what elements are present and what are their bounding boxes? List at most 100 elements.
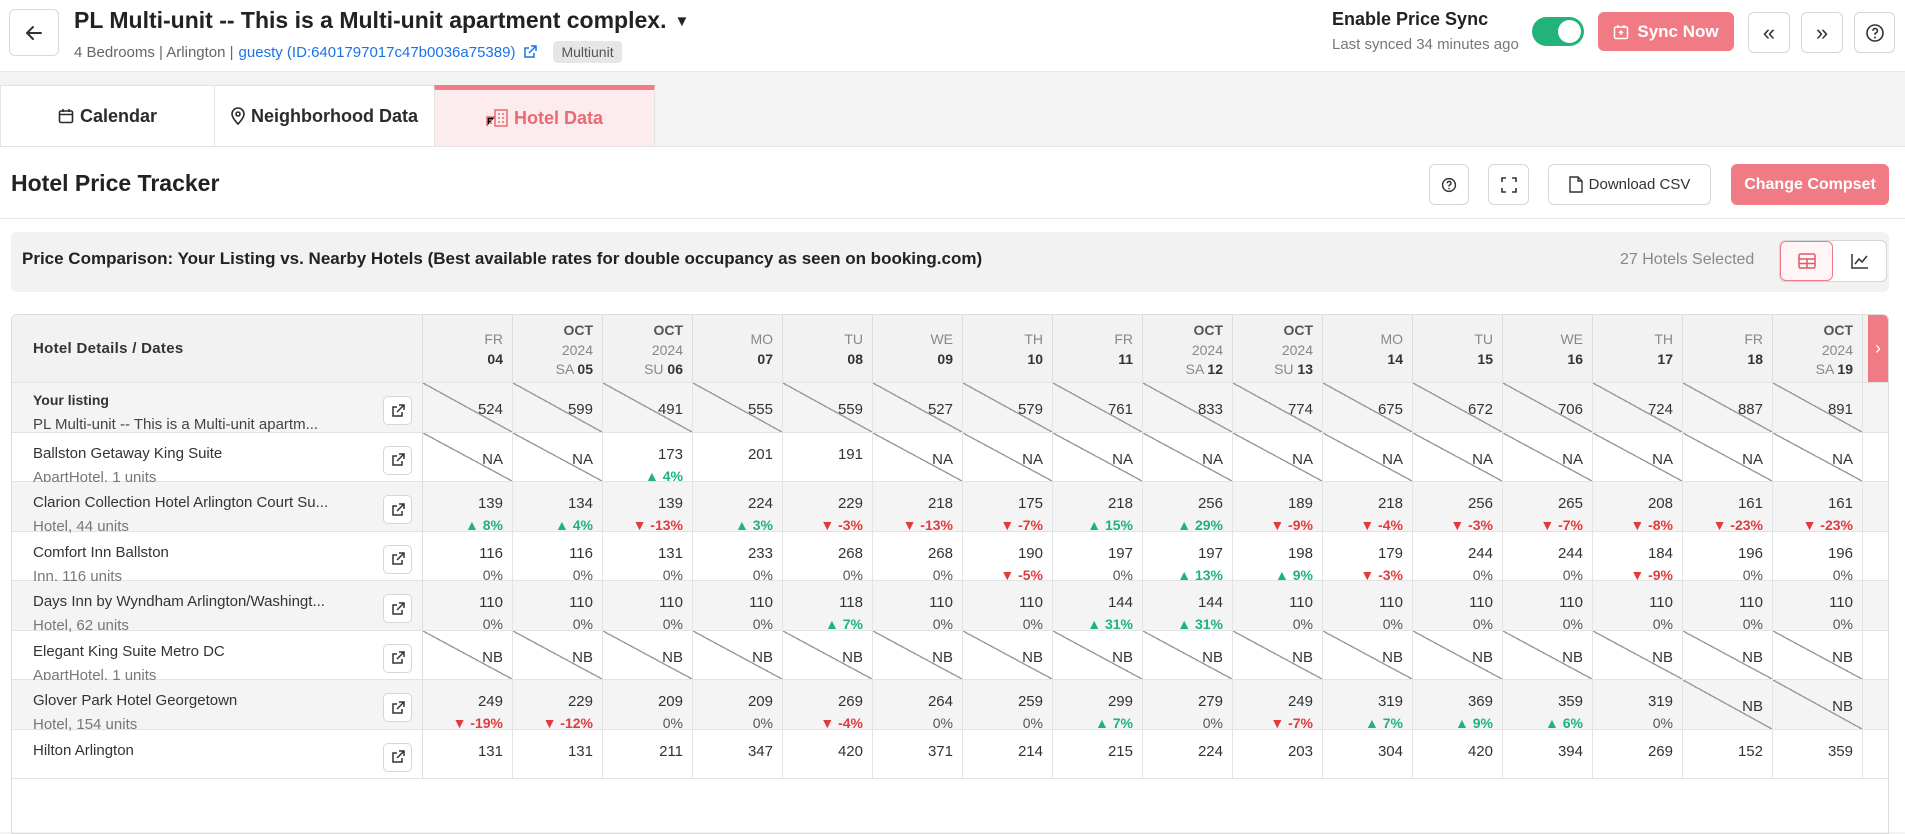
- price-value: 672: [1467, 401, 1493, 418]
- price-change: ▼ -12%: [542, 715, 593, 731]
- price-value: 161: [1827, 495, 1853, 512]
- price-cell: 264 0%: [873, 680, 963, 731]
- price-cell: 110 0%: [963, 581, 1053, 632]
- price-cell: NA: [873, 432, 963, 481]
- date-dow: FR: [1744, 331, 1763, 347]
- price-value: 209: [747, 693, 773, 710]
- price-value: 110: [1559, 594, 1583, 611]
- price-change: 0%: [1562, 566, 1583, 583]
- price-change: 0%: [1202, 715, 1223, 731]
- open-external-button[interactable]: [383, 495, 412, 524]
- price-value: NA: [1742, 450, 1763, 468]
- price-change: 0%: [572, 566, 593, 583]
- price-value: 524: [477, 401, 503, 418]
- price-cell: 319 ▲ 7%: [1323, 680, 1413, 731]
- price-value: 190: [1017, 544, 1043, 562]
- change-compset-button[interactable]: Change Compset: [1731, 164, 1889, 205]
- tab-hotel-data[interactable]: Hotel Data: [434, 85, 655, 147]
- price-value: 347: [747, 742, 773, 760]
- toggle-knob: [1558, 20, 1581, 43]
- price-cell: NB: [603, 630, 693, 679]
- price-sync-label: Enable Price Sync: [1332, 9, 1489, 29]
- price-cell: NB: [1593, 630, 1683, 679]
- price-cell: NB: [873, 630, 963, 679]
- price-value: NA: [1562, 450, 1583, 468]
- listing-meta: 4 Bedrooms | Arlington | guesty (ID:6401…: [74, 41, 622, 63]
- open-external-button[interactable]: [383, 594, 412, 623]
- date-header-cell: OCT 2024 SA 12: [1143, 315, 1233, 382]
- price-cell: NB: [693, 630, 783, 679]
- price-cell: 599: [513, 383, 603, 432]
- open-external-button[interactable]: [383, 742, 412, 772]
- price-value: NB: [1382, 648, 1403, 666]
- tab-neighborhood-data[interactable]: Neighborhood Data: [214, 85, 435, 147]
- price-change: ▲ 3%: [735, 517, 773, 533]
- hotel-name: Your listing: [33, 392, 109, 408]
- price-value: 110: [1019, 594, 1043, 611]
- csv-file-icon: [1568, 176, 1583, 193]
- scroll-right-button[interactable]: ›: [1868, 315, 1888, 382]
- tab-calendar[interactable]: Calendar: [0, 85, 215, 147]
- listing-title-dropdown[interactable]: PL Multi-unit -- This is a Multi-unit ap…: [74, 7, 689, 34]
- open-external-button[interactable]: [383, 544, 412, 574]
- date-dow: TH: [1024, 331, 1043, 347]
- price-cell: 215: [1053, 729, 1143, 778]
- date-day: 16: [1567, 351, 1583, 367]
- price-value: 218: [1377, 495, 1403, 512]
- price-cell: 319 0%: [1593, 680, 1683, 731]
- price-cell: 179 ▼ -3%: [1323, 531, 1413, 583]
- price-change: ▲ 4%: [645, 467, 683, 484]
- external-link-icon: [391, 700, 405, 714]
- price-change: 0%: [1742, 616, 1763, 632]
- info-button[interactable]: [1429, 164, 1469, 205]
- double-chevron-left-icon: «: [1762, 19, 1776, 45]
- price-value: NB: [1652, 648, 1673, 666]
- download-csv-button[interactable]: Download CSV: [1548, 164, 1711, 205]
- date-day: 19: [1837, 361, 1853, 377]
- price-value: NB: [1742, 648, 1763, 666]
- open-external-button[interactable]: [383, 693, 412, 722]
- date-dow-day: SU 06: [644, 361, 683, 377]
- guesty-link[interactable]: guesty (ID:6401797017c47b0036a75389): [238, 43, 516, 61]
- external-link-icon[interactable]: [523, 45, 538, 59]
- price-value: NA: [1652, 450, 1673, 468]
- price-change: 0%: [482, 566, 503, 583]
- chart-view-button[interactable]: [1833, 241, 1886, 281]
- price-change: 0%: [1562, 616, 1583, 632]
- price-change: ▲ 7%: [825, 616, 863, 632]
- sync-now-button[interactable]: Sync Now: [1598, 12, 1734, 51]
- price-value: 555: [747, 401, 773, 418]
- price-value: 256: [1197, 495, 1223, 512]
- price-value: NB: [572, 648, 593, 666]
- date-month: OCT: [1823, 322, 1853, 338]
- open-external-button[interactable]: [383, 445, 412, 475]
- price-cell: 347: [693, 729, 783, 778]
- price-value: 131: [657, 544, 683, 562]
- price-sync-toggle[interactable]: [1532, 17, 1584, 46]
- open-external-button[interactable]: [383, 396, 412, 425]
- download-csv-label: Download CSV: [1588, 176, 1691, 193]
- hotel-details-cell: Glover Park Hotel Georgetown Hotel, 154 u…: [12, 680, 423, 733]
- open-external-button[interactable]: [383, 643, 412, 673]
- fullscreen-button[interactable]: [1488, 164, 1529, 205]
- price-cell: NA: [1323, 432, 1413, 481]
- price-value: 224: [1197, 742, 1223, 760]
- collapse-right-button[interactable]: »: [1801, 12, 1843, 53]
- price-cell: 110 0%: [1683, 581, 1773, 632]
- price-value: 152: [1737, 742, 1763, 760]
- hotel-details-cell: Clarion Collection Hotel Arlington Court…: [12, 482, 423, 535]
- date-dow: SU: [644, 361, 664, 377]
- hotel-price-tracker-panel: Hotel Price Tracker Download CSV Change …: [0, 146, 1905, 834]
- price-value: 491: [657, 401, 683, 418]
- price-cell: 131 0%: [603, 531, 693, 583]
- table-view-button[interactable]: [1780, 241, 1834, 281]
- back-button[interactable]: [9, 9, 59, 56]
- date-day: 17: [1657, 351, 1673, 367]
- price-cell: 229 ▼ -12%: [513, 680, 603, 731]
- date-dow: SA: [555, 361, 574, 377]
- help-button[interactable]: [1854, 12, 1895, 53]
- collapse-left-button[interactable]: «: [1748, 12, 1790, 53]
- price-change: ▼ -8%: [1630, 517, 1673, 533]
- price-change: ▼ -23%: [1802, 517, 1853, 533]
- price-cell: 420: [783, 729, 873, 778]
